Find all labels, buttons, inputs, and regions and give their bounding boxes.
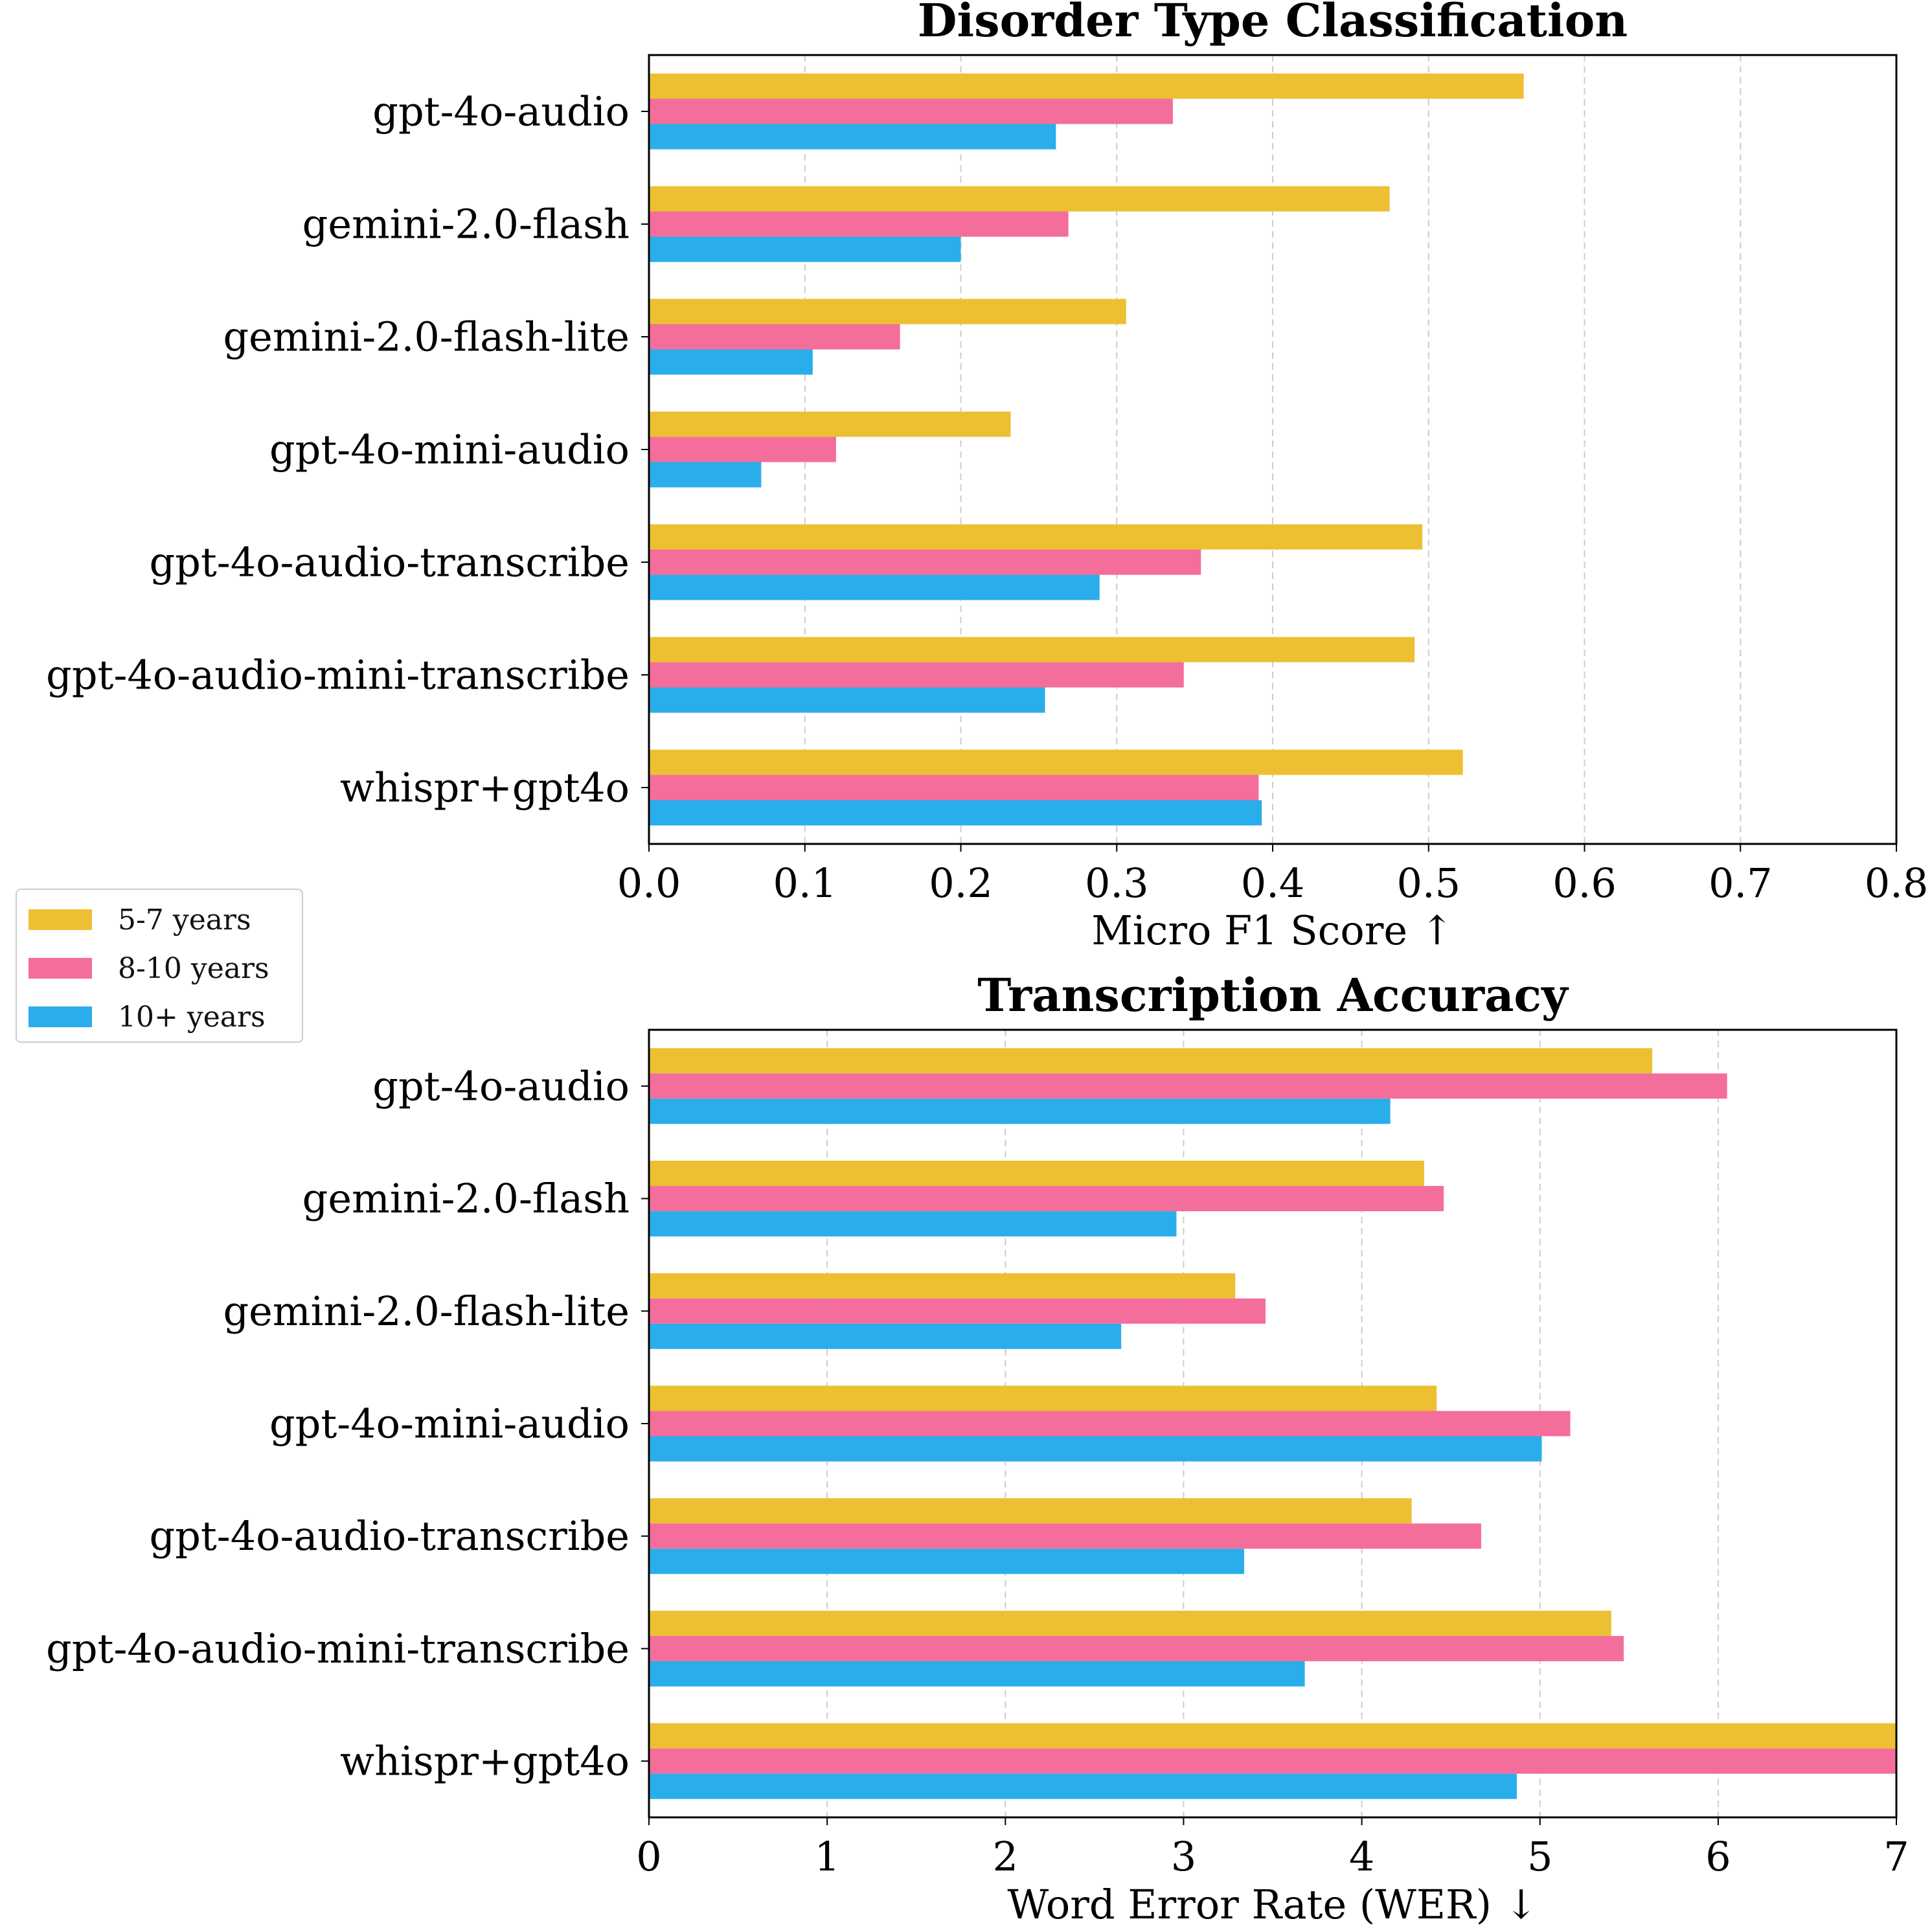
bar-wer-whispr+gpt4o-10-years xyxy=(649,1773,1517,1799)
bar-wer-gpt-4o-audio-mini-transcribe-10-years xyxy=(649,1661,1305,1687)
legend-swatch xyxy=(28,958,92,979)
bar-f1-gpt-4o-audio-10-years xyxy=(649,124,1056,150)
x-tick-label: 3 xyxy=(1171,1833,1196,1880)
x-tick-label: 2 xyxy=(993,1833,1018,1880)
bar-wer-gemini-2.0-flash-8-10-years xyxy=(649,1186,1444,1212)
x-tick-label: 0.5 xyxy=(1396,859,1460,907)
bar-f1-gpt-4o-audio-mini-transcribe-5-7-years xyxy=(649,637,1415,663)
x-tick-label: 0.7 xyxy=(1709,859,1773,907)
bar-wer-gemini-2.0-flash-10-years xyxy=(649,1211,1177,1237)
bar-f1-gpt-4o-audio-5-7-years xyxy=(649,73,1524,99)
legend-item-8-10-years: 8-10 years xyxy=(28,952,269,985)
bar-f1-gemini-2.0-flash-10-years xyxy=(649,236,961,262)
bar-f1-gemini-2.0-flash-5-7-years xyxy=(649,186,1390,212)
y-tick-label: gpt-4o-mini-audio xyxy=(269,426,630,473)
y-tick-label: gpt-4o-audio-mini-transcribe xyxy=(46,1625,630,1672)
x-tick-label: 0.1 xyxy=(773,859,837,907)
bar-wer-whispr+gpt4o-8-10-years xyxy=(649,1748,1896,1774)
bar-f1-gemini-2.0-flash-lite-10-years xyxy=(649,349,813,375)
y-tick-label: gpt-4o-audio-transcribe xyxy=(150,1512,630,1560)
x-tick-label: 4 xyxy=(1349,1833,1374,1880)
y-tick-label: whispr+gpt4o xyxy=(340,1738,630,1785)
y-tick-label: gemini-2.0-flash-lite xyxy=(223,1288,630,1335)
bar-wer-gpt-4o-audio-mini-transcribe-5-7-years xyxy=(649,1610,1611,1636)
x-tick-label: 5 xyxy=(1527,1833,1552,1880)
bar-f1-gemini-2.0-flash-lite-5-7-years xyxy=(649,299,1126,324)
axes-frame xyxy=(648,1029,1898,1819)
bar-wer-gpt-4o-mini-audio-10-years xyxy=(649,1436,1542,1462)
y-tick-label: gpt-4o-mini-audio xyxy=(269,1400,630,1448)
bar-wer-gemini-2.0-flash-5-7-years xyxy=(649,1161,1424,1187)
bar-wer-gpt-4o-audio-transcribe-5-7-years xyxy=(649,1498,1412,1524)
y-tick-label: gpt-4o-audio-mini-transcribe xyxy=(46,652,630,699)
y-tick-label: gemini-2.0-flash-lite xyxy=(223,313,630,361)
x-tick-label: 0.3 xyxy=(1085,859,1149,907)
legend-label: 5-7 years xyxy=(118,903,251,937)
bar-wer-gpt-4o-audio-mini-transcribe-8-10-years xyxy=(649,1635,1624,1661)
bar-wer-gpt-4o-audio-transcribe-10-years xyxy=(649,1549,1244,1574)
bar-wer-gpt-4o-audio-transcribe-8-10-years xyxy=(649,1523,1481,1549)
bar-f1-gpt-4o-mini-audio-8-10-years xyxy=(649,437,836,462)
bar-f1-gemini-2.0-flash-lite-8-10-years xyxy=(649,324,900,350)
x-axis-label: Word Error Rate (WER) ↓ xyxy=(1007,1881,1538,1928)
chart-title: Disorder Type Classification xyxy=(918,0,1628,47)
y-tick-label: gpt-4o-audio xyxy=(372,1062,630,1109)
chart-title: Transcription Accuracy xyxy=(977,968,1569,1022)
legend-swatch xyxy=(28,1006,92,1027)
bar-f1-whispr+gpt4o-8-10-years xyxy=(649,775,1259,801)
bar-f1-gemini-2.0-flash-8-10-years xyxy=(649,211,1069,237)
bar-f1-whispr+gpt4o-10-years xyxy=(649,800,1262,826)
x-tick-label: 6 xyxy=(1705,1833,1731,1880)
bar-f1-gpt-4o-mini-audio-10-years xyxy=(649,462,762,488)
legend-label: 10+ years xyxy=(118,1000,266,1034)
bar-wer-gemini-2.0-flash-lite-8-10-years xyxy=(649,1298,1266,1324)
y-tick-label: gemini-2.0-flash xyxy=(302,1175,630,1222)
x-tick-label: 0.2 xyxy=(929,859,993,907)
bar-wer-gemini-2.0-flash-lite-10-years xyxy=(649,1323,1122,1349)
legend-label: 8-10 years xyxy=(118,951,269,985)
bar-wer-gpt-4o-audio-8-10-years xyxy=(649,1073,1727,1099)
bar-f1-gpt-4o-audio-8-10-years xyxy=(649,98,1173,124)
x-tick-label: 7 xyxy=(1883,1833,1909,1880)
bar-f1-gpt-4o-audio-transcribe-5-7-years xyxy=(649,524,1423,550)
bar-f1-whispr+gpt4o-5-7-years xyxy=(649,749,1463,775)
x-tick-label: 0.4 xyxy=(1241,859,1305,907)
bar-wer-gpt-4o-audio-5-7-years xyxy=(649,1048,1653,1074)
bar-wer-gpt-4o-audio-10-years xyxy=(649,1098,1391,1124)
bar-f1-gpt-4o-audio-mini-transcribe-8-10-years xyxy=(649,662,1184,688)
x-tick-label: 1 xyxy=(814,1833,839,1880)
legend-swatch xyxy=(28,909,92,930)
bar-wer-whispr+gpt4o-5-7-years xyxy=(649,1723,1896,1749)
y-tick-label: gpt-4o-audio xyxy=(372,88,630,135)
legend-item-5-7-years: 5-7 years xyxy=(28,903,251,937)
x-tick-label: 0.6 xyxy=(1552,859,1617,907)
bar-wer-gpt-4o-mini-audio-8-10-years xyxy=(649,1411,1571,1437)
bar-wer-gpt-4o-mini-audio-5-7-years xyxy=(649,1385,1437,1411)
bar-f1-gpt-4o-audio-transcribe-8-10-years xyxy=(649,549,1201,575)
bar-wer-gemini-2.0-flash-lite-5-7-years xyxy=(649,1273,1236,1299)
bar-f1-gpt-4o-mini-audio-5-7-years xyxy=(649,411,1011,437)
x-tick-label: 0 xyxy=(636,1833,661,1880)
y-tick-label: gemini-2.0-flash xyxy=(302,201,630,248)
x-axis-label: Micro F1 Score ↑ xyxy=(1091,907,1453,954)
legend-item-10-plus-years: 10+ years xyxy=(28,1001,266,1034)
y-tick-label: whispr+gpt4o xyxy=(340,764,630,812)
y-tick-label: gpt-4o-audio-transcribe xyxy=(150,539,630,586)
x-tick-label: 0.0 xyxy=(617,859,681,907)
legend: 5-7 years 8-10 years 10+ years xyxy=(16,889,303,1043)
bar-f1-gpt-4o-audio-mini-transcribe-10-years xyxy=(649,687,1045,713)
x-tick-label: 0.8 xyxy=(1865,859,1929,907)
bar-f1-gpt-4o-audio-transcribe-10-years xyxy=(649,574,1100,600)
